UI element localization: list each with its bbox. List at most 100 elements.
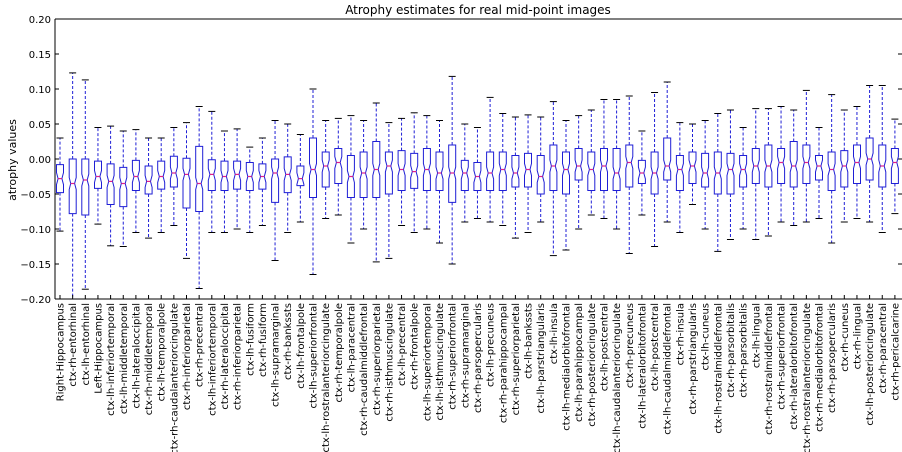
box xyxy=(144,165,153,195)
x-tick-label: ctx-rh-paracentral xyxy=(878,303,889,393)
plot-area: 0.20 0.15 0.10 0.05 0.00 −0.05 −0.10 −0.15 −0.20… xyxy=(20,15,902,452)
y-tick-label: −0.20 xyxy=(20,295,51,306)
box xyxy=(169,155,178,188)
box xyxy=(81,158,90,216)
x-tick-label: ctx-rh-cuneus xyxy=(840,303,851,372)
box xyxy=(68,158,77,215)
x-tick-label: ctx-rh-caudalmiddlefrontal xyxy=(359,303,370,436)
x-tick-label: ctx-lh-parahippocampal xyxy=(574,303,585,422)
x-tick-label: ctx-lh-rostralanteriorcingulate xyxy=(321,303,332,452)
x-tick-label: ctx-lh-lateralorbitofrontal xyxy=(637,303,648,429)
box xyxy=(486,151,495,191)
box xyxy=(359,151,368,198)
box xyxy=(435,151,444,191)
box xyxy=(346,155,355,198)
x-tick-label: ctx-rh-parsorbitalis xyxy=(726,303,737,398)
box xyxy=(511,155,520,188)
box xyxy=(182,157,191,209)
box xyxy=(334,148,343,184)
y-tick-label: −0.05 xyxy=(20,190,51,201)
x-tick-label: ctx-rh-isthmuscingulate xyxy=(384,303,395,422)
box xyxy=(524,152,532,188)
x-tick-label: ctx-rh-superiorfrontal xyxy=(448,303,459,410)
box xyxy=(574,148,583,181)
x-tick-label: ctx-lh-postcentral xyxy=(599,303,610,391)
box xyxy=(397,150,406,191)
box xyxy=(233,160,242,190)
box xyxy=(410,152,419,189)
box xyxy=(865,137,874,181)
chart-title: Atrophy estimates for real mid-point ima… xyxy=(345,3,611,17)
box xyxy=(688,151,697,184)
box xyxy=(764,144,773,188)
box xyxy=(739,155,748,188)
box xyxy=(157,160,166,190)
box xyxy=(119,166,128,208)
x-tick-label: ctx-rh-rostralmiddlefrontal xyxy=(764,303,775,435)
x-tick-label: ctx-rh-inferiorparietal xyxy=(182,303,193,410)
x-tick-label: ctx-lh-inferiortemporal xyxy=(106,303,117,416)
box xyxy=(473,162,482,191)
x-tick-label: ctx-rh-parsopercularis xyxy=(827,303,838,413)
x-tick-label: ctx-lh-supramarginal xyxy=(271,303,282,407)
x-tick-label: ctx-lh-lateraloccipital xyxy=(131,303,142,409)
x-tick-label: ctx-lh-posteriorcingulate xyxy=(865,303,876,426)
x-tick-label: Left-Hippocampus xyxy=(93,303,104,394)
x-tick-label: Right-Hippocampus xyxy=(56,303,67,401)
box xyxy=(94,160,102,189)
x-tick-label: ctx-rh-precentral xyxy=(195,303,206,387)
box xyxy=(448,144,457,203)
x-tick-label: ctx-lh-medialorbitofrontal xyxy=(562,303,573,431)
x-tick-label: ctx-lh-insula xyxy=(549,303,560,364)
box xyxy=(789,141,798,188)
box xyxy=(637,159,646,184)
box xyxy=(549,144,558,191)
y-tick-label: 0.20 xyxy=(29,15,51,26)
x-tick-label: ctx-rh-lateralorbitofrontal xyxy=(789,303,800,430)
x-tick-label: ctx-rh-inferiorparietal xyxy=(233,303,244,410)
x-tick-label: ctx-lh-precuneus xyxy=(486,303,497,387)
x-tick-label: ctx-lh-precentral xyxy=(397,303,408,386)
x-tick-label: ctx-rh-superiorfrontal xyxy=(777,303,788,410)
box xyxy=(460,159,469,191)
x-tick-label: ctx-rh-superiorparietal xyxy=(511,303,522,415)
x-tick-label: ctx-rh-insula xyxy=(675,303,686,365)
box xyxy=(675,155,684,191)
box xyxy=(195,145,204,212)
box xyxy=(587,151,596,191)
x-tick-label: ctx-rh-posteriorcingulate xyxy=(587,303,598,427)
x-tick-label: ctx-rh-parahippocampal xyxy=(498,303,509,423)
x-tick-label: ctx-lh-parstriangularis xyxy=(536,303,547,413)
y-tick-label: −0.15 xyxy=(20,260,51,271)
y-tick-label: 0.10 xyxy=(29,85,51,96)
x-tick-label: ctx-rh-caudalanteriorcingulate xyxy=(169,303,180,452)
x-tick-label: ctx-lh-lingual xyxy=(751,303,762,368)
x-tick-label: ctx-rh-bankssts xyxy=(283,303,294,380)
x-tick-label: ctx-rh-lateraloccipital xyxy=(220,303,231,410)
x-tick-label: ctx-rh-parsopercularis xyxy=(473,303,484,413)
box xyxy=(536,155,545,195)
x-tick-label: ctx-lh-middletemporal xyxy=(119,303,130,414)
x-tick-label: ctx-rh-lingual xyxy=(852,303,863,369)
box xyxy=(562,151,570,195)
box xyxy=(650,151,659,195)
box xyxy=(827,151,836,191)
x-tick-label: ctx-rh-parsorbitalis xyxy=(739,303,750,398)
box xyxy=(878,144,887,188)
x-tick-label: ctx-rh-entorhinal xyxy=(68,303,79,387)
box xyxy=(625,144,634,188)
x-tick-label: ctx-rh-pericalcarine xyxy=(890,303,901,401)
box xyxy=(815,155,823,181)
y-tick-label: 0.00 xyxy=(29,155,51,166)
box xyxy=(701,152,710,188)
x-tick-label: ctx-rh-precuneus xyxy=(625,303,636,388)
x-tick-label: ctx-rh-medialorbitofrontal xyxy=(815,303,826,432)
box xyxy=(840,150,849,188)
x-tick-label: ctx-lh-inferiortemporal xyxy=(207,303,218,416)
box xyxy=(802,144,811,184)
box xyxy=(612,148,621,191)
x-tick-label: ctx-rh-frontalpole xyxy=(410,303,421,390)
x-tick-label: ctx-rh-middletemporal xyxy=(144,303,155,415)
box xyxy=(283,156,292,194)
